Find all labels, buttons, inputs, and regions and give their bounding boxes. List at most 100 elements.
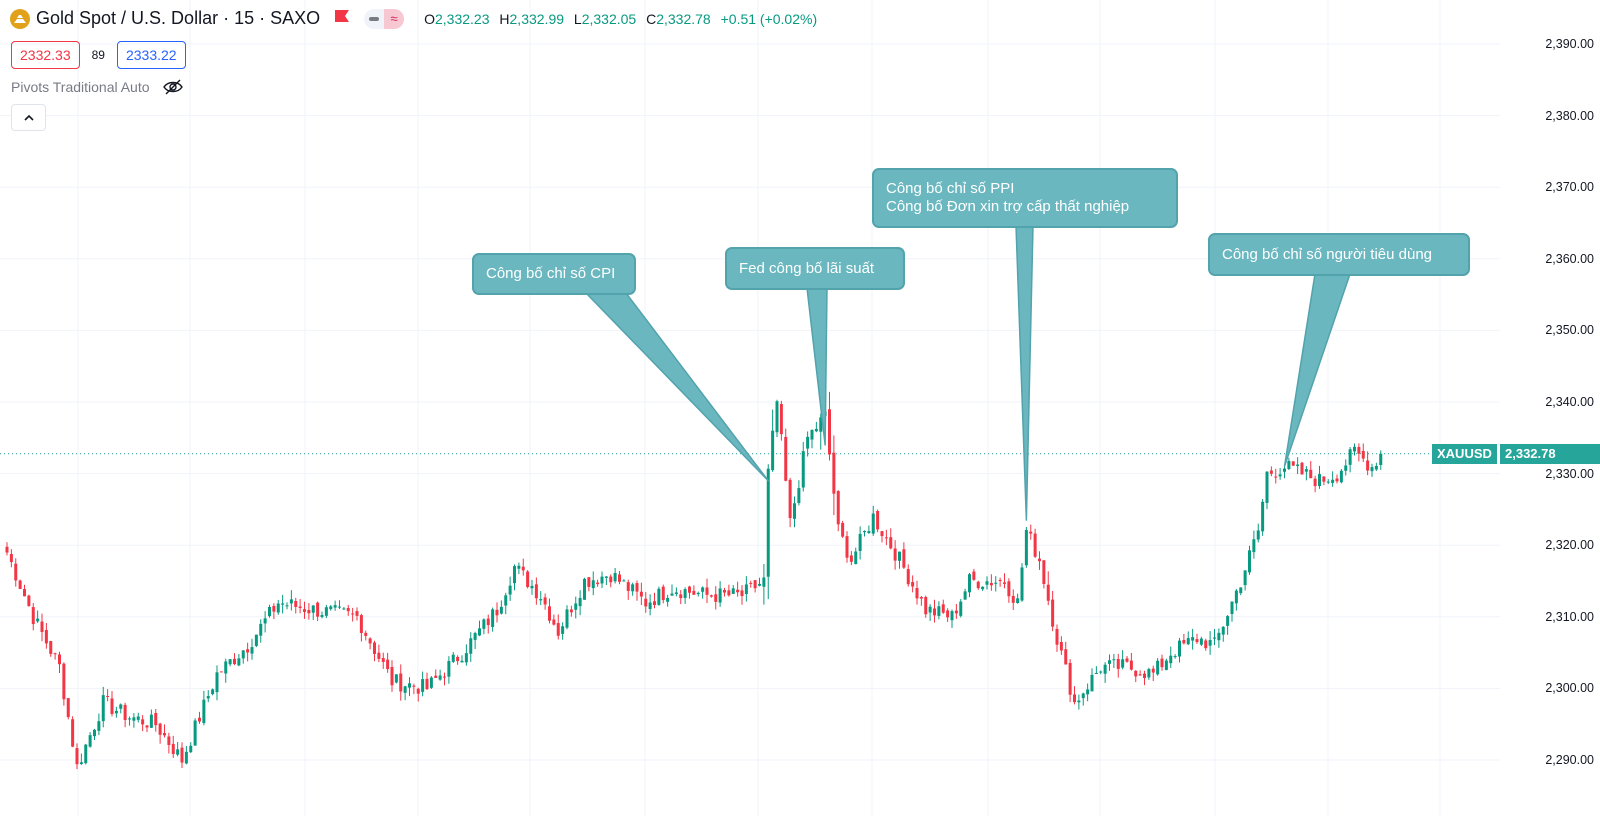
candle-body [451, 654, 455, 662]
candle-body [1046, 584, 1050, 601]
candle-body [163, 733, 166, 736]
candle-body [845, 536, 849, 558]
flag-icon[interactable] [334, 9, 350, 28]
chart-area[interactable] [0, 0, 1500, 816]
candle-body [985, 581, 989, 585]
candle-body [898, 551, 901, 561]
callout-text: Fed công bố lãi suất [739, 259, 875, 277]
callout-text: Công bố Đơn xin trợ cấp thất nghiệp [886, 198, 1130, 215]
candle-body [723, 590, 726, 593]
candle-body [62, 663, 66, 700]
wave-icon[interactable]: ≈ [384, 8, 405, 29]
visibility-toggle[interactable]: ≈ [364, 8, 405, 29]
callout-box[interactable]: Fed công bố lãi suất [725, 247, 905, 290]
candle-body [591, 580, 595, 589]
candle-body [206, 696, 210, 699]
open-value: 2,332.23 [435, 10, 490, 27]
price-axis-label: 2,390.00 [1545, 37, 1594, 51]
candle-body [1339, 470, 1343, 483]
ohlc-readout: O2,332.23 H2,332.99 L2,332.05 C2,332.78 … [424, 11, 817, 27]
low-value: 2,332.05 [581, 10, 637, 27]
callout-box[interactable]: Công bố chỉ số CPI [472, 253, 636, 295]
candle-body [110, 698, 114, 715]
eye-hidden-icon[interactable] [162, 79, 184, 95]
callout-pointer [585, 292, 769, 482]
candle-body [893, 548, 897, 561]
candle-body [145, 725, 149, 728]
callout-box[interactable]: Công bố chỉ số PPI Công bố Đơn xin trợ cấ… [872, 168, 1178, 228]
candle-body [517, 565, 521, 569]
candle-body [281, 603, 285, 605]
candle-body [36, 618, 40, 622]
candlestick-chart[interactable] [0, 0, 1500, 816]
open-label: O [424, 10, 435, 27]
callout-box[interactable]: Công bố chỉ số người tiêu dùng [1208, 233, 1470, 276]
candle-body [464, 653, 468, 663]
indicator-label[interactable]: Pivots Traditional Auto [11, 79, 150, 95]
price-axis-label: 2,300.00 [1545, 681, 1594, 696]
candle-body [521, 566, 525, 571]
candle-body [504, 595, 508, 606]
candle-body [635, 583, 639, 592]
candle-body [705, 587, 709, 595]
collapse-legend-button[interactable] [11, 104, 46, 131]
candle-body [683, 589, 687, 598]
candle-body [1304, 469, 1308, 472]
candle-body [648, 602, 652, 609]
candle-body [31, 607, 35, 625]
symbol-title[interactable]: Gold Spot / U.S. Dollar · 15 · SAXO [36, 8, 321, 28]
candle-body [434, 675, 438, 678]
candle-body [1213, 637, 1216, 639]
price-axis-label: 2,370.00 [1545, 180, 1594, 195]
candle-body [779, 404, 783, 435]
candle-body [1038, 558, 1041, 562]
buy-price-button[interactable]: 2333.22 [116, 41, 186, 69]
candle-body [867, 531, 871, 533]
candle-body [1313, 478, 1317, 487]
candle-body [346, 607, 350, 612]
candle-body [604, 576, 608, 578]
minimize-icon[interactable] [364, 9, 384, 29]
candle-body [1291, 461, 1295, 466]
last-price-tag: 2,332.78 [1500, 443, 1600, 464]
candle-body [97, 721, 101, 731]
candle-body [351, 613, 355, 615]
candle-body [263, 618, 267, 624]
candle-body [1059, 642, 1063, 651]
candle-body [211, 689, 215, 695]
candle-body [1164, 660, 1168, 671]
candle-body [569, 609, 573, 613]
candle-body [1099, 671, 1103, 673]
candle-body [66, 698, 70, 718]
candle-body [421, 679, 425, 692]
candle-body [486, 618, 490, 626]
candle-body [399, 673, 403, 692]
candle-body [1042, 560, 1046, 584]
price-axis-label: 2,330.00 [1545, 466, 1594, 481]
price-scale[interactable]: 2,390.00 2,380.00 2,370.00 2,360.00 2,350.00… [1500, 0, 1600, 816]
callout-pointer [1283, 273, 1351, 468]
candle-body [1261, 501, 1265, 532]
candle-body [674, 592, 678, 595]
candle-body [709, 595, 713, 597]
candle-body [128, 718, 131, 720]
candle-body [1151, 668, 1155, 673]
candle-body [849, 555, 853, 562]
candle-body [1326, 481, 1330, 483]
candle-body [941, 604, 945, 613]
candle-body [994, 582, 998, 584]
sell-price-button[interactable]: 2332.33 [11, 41, 80, 69]
candle-body [1094, 673, 1098, 675]
candle-body [132, 717, 136, 721]
candle-body [771, 430, 775, 471]
candle-body [880, 531, 884, 537]
candle-body [1033, 533, 1037, 557]
candle-body [574, 603, 578, 610]
callout-text: Công bố chỉ số PPI [886, 180, 1015, 197]
candle-body [946, 610, 950, 618]
candle-body [631, 584, 635, 592]
candle-body [928, 606, 932, 613]
candle-body [381, 657, 385, 662]
candle-body [1269, 470, 1273, 474]
callout-pointers [585, 225, 1351, 521]
